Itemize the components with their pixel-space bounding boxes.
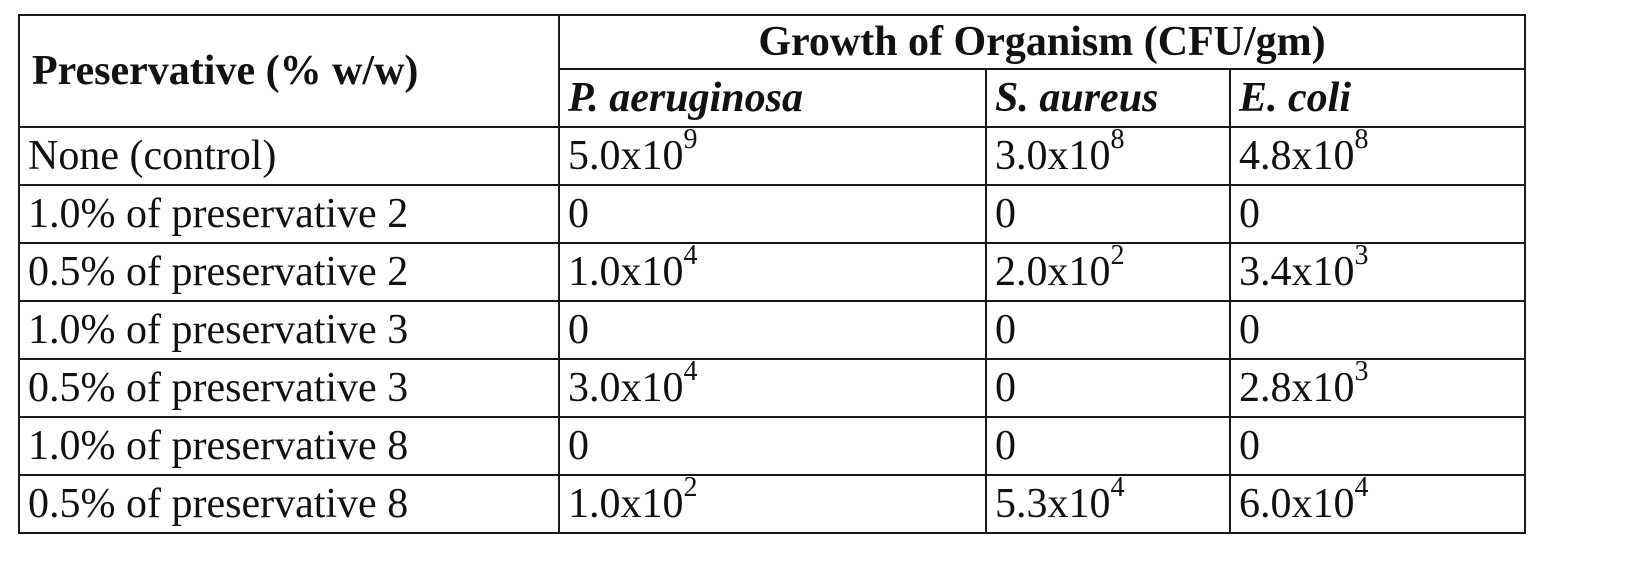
cfu-exponent: 4 [683,240,698,271]
cfu-value: 3.4x103 [1239,242,1369,298]
cell-s-aureus: 0 [985,184,1231,244]
cfu-exponent: 2 [1110,240,1125,271]
table-row: 0.5% of preservative 2 1.0x104 2.0x102 3.4x… [18,242,1526,302]
cell-s-aureus: 2.0x102 [985,242,1231,302]
table-body: None (control) 5.0x109 3.0x108 4.8x108 1.0% … [18,126,1526,534]
cfu-mantissa: 2.8x10 [1239,365,1355,411]
cfu-value: 0 [995,188,1016,240]
cell-e-coli: 3.4x103 [1229,242,1526,302]
cfu-mantissa: 3.0x10 [568,365,684,411]
cell-s-aureus: 0 [985,416,1231,476]
cfu-value: 0 [995,362,1016,414]
cfu-mantissa: 1.0x10 [568,249,684,295]
cfu-value: 3.0x108 [995,126,1125,182]
cfu-mantissa: 1.0x10 [568,481,684,527]
cell-p-aeruginosa: 0 [558,300,987,360]
cell-p-aeruginosa: 5.0x109 [558,126,987,186]
cell-e-coli: 6.0x104 [1229,474,1526,534]
row-label-preservative: 0.5% of preservative 3 [18,358,560,418]
column-header-s-aureus: S. aureus [985,68,1231,128]
cfu-value: 5.0x109 [568,126,698,182]
cfu-value: 0 [995,304,1016,356]
column-header-p-aeruginosa: P. aeruginosa [558,68,987,128]
cfu-exponent: 3 [1354,356,1369,387]
cell-p-aeruginosa: 1.0x104 [558,242,987,302]
cfu-mantissa: 0 [1239,423,1260,469]
cfu-mantissa: 5.3x10 [995,481,1111,527]
cfu-value: 3.0x104 [568,358,698,414]
cfu-value: 6.0x104 [1239,474,1369,530]
cfu-mantissa: 3.0x10 [995,133,1111,179]
row-label-preservative: 1.0% of preservative 3 [18,300,560,360]
cfu-mantissa: 0 [568,423,589,469]
cfu-exponent: 9 [683,124,698,155]
row-label-preservative: 1.0% of preservative 2 [18,184,560,244]
cfu-value: 0 [995,420,1016,472]
cell-p-aeruginosa: 3.0x104 [558,358,987,418]
table-row: None (control) 5.0x109 3.0x108 4.8x108 [18,126,1526,186]
cell-e-coli: 0 [1229,300,1526,360]
cfu-value: 2.0x102 [995,242,1125,298]
cell-s-aureus: 0 [985,300,1231,360]
cfu-value: 1.0x102 [568,474,698,530]
cfu-mantissa: 0 [995,423,1016,469]
cell-p-aeruginosa: 0 [558,416,987,476]
cell-s-aureus: 3.0x108 [985,126,1231,186]
table-row: 0.5% of preservative 3 3.0x104 0 2.8x103 [18,358,1526,418]
cfu-mantissa: 0 [1239,307,1260,353]
cfu-mantissa: 3.4x10 [1239,249,1355,295]
cfu-mantissa: 4.8x10 [1239,133,1355,179]
preservative-growth-table: Preservative (% w/w) Growth of Organism … [18,14,1526,534]
row-label-preservative: 0.5% of preservative 8 [18,474,560,534]
table-row: 0.5% of preservative 8 1.0x102 5.3x104 6.0x… [18,474,1526,534]
cfu-mantissa: 5.0x10 [568,133,684,179]
cfu-mantissa: 0 [568,307,589,353]
cfu-value: 0 [568,420,589,472]
table-header: Preservative (% w/w) Growth of Organism … [18,14,1526,128]
cfu-exponent: 3 [1354,240,1369,271]
table-container: Preservative (% w/w) Growth of Organism … [18,14,1526,534]
cfu-value: 0 [1239,188,1260,240]
cfu-value: 4.8x108 [1239,126,1369,182]
cfu-mantissa: 0 [995,191,1016,237]
cfu-value: 2.8x103 [1239,358,1369,414]
cfu-value: 0 [1239,420,1260,472]
cfu-value: 0 [568,188,589,240]
cfu-exponent: 4 [683,356,698,387]
cfu-value: 0 [568,304,589,356]
cfu-exponent: 8 [1354,124,1369,155]
cell-e-coli: 2.8x103 [1229,358,1526,418]
cfu-mantissa: 0 [568,191,589,237]
cfu-mantissa: 0 [995,365,1016,411]
cell-p-aeruginosa: 1.0x102 [558,474,987,534]
column-header-preservative: Preservative (% w/w) [18,14,560,128]
cfu-exponent: 2 [683,472,698,503]
cfu-value: 5.3x104 [995,474,1125,530]
cfu-exponent: 4 [1110,472,1125,503]
cfu-value: 0 [1239,304,1260,356]
cfu-mantissa: 6.0x10 [1239,481,1355,527]
cfu-exponent: 8 [1110,124,1125,155]
cell-e-coli: 0 [1229,184,1526,244]
cfu-value: 1.0x104 [568,242,698,298]
cfu-exponent: 4 [1354,472,1369,503]
cell-e-coli: 4.8x108 [1229,126,1526,186]
column-group-header-growth: Growth of Organism (CFU/gm) [558,14,1526,70]
row-label-preservative: 1.0% of preservative 8 [18,416,560,476]
cfu-mantissa: 0 [995,307,1016,353]
header-row-top: Preservative (% w/w) Growth of Organism … [18,14,1526,128]
cell-p-aeruginosa: 0 [558,184,987,244]
row-label-preservative: None (control) [18,126,560,186]
row-label-preservative: 0.5% of preservative 2 [18,242,560,302]
cfu-mantissa: 2.0x10 [995,249,1111,295]
cfu-mantissa: 0 [1239,191,1260,237]
cell-s-aureus: 0 [985,358,1231,418]
header-row-organisms: P. aeruginosa S. aureus E. coli [19,68,1526,128]
column-header-e-coli: E. coli [1229,68,1526,128]
cell-e-coli: 0 [1229,416,1526,476]
cell-s-aureus: 5.3x104 [985,474,1231,534]
